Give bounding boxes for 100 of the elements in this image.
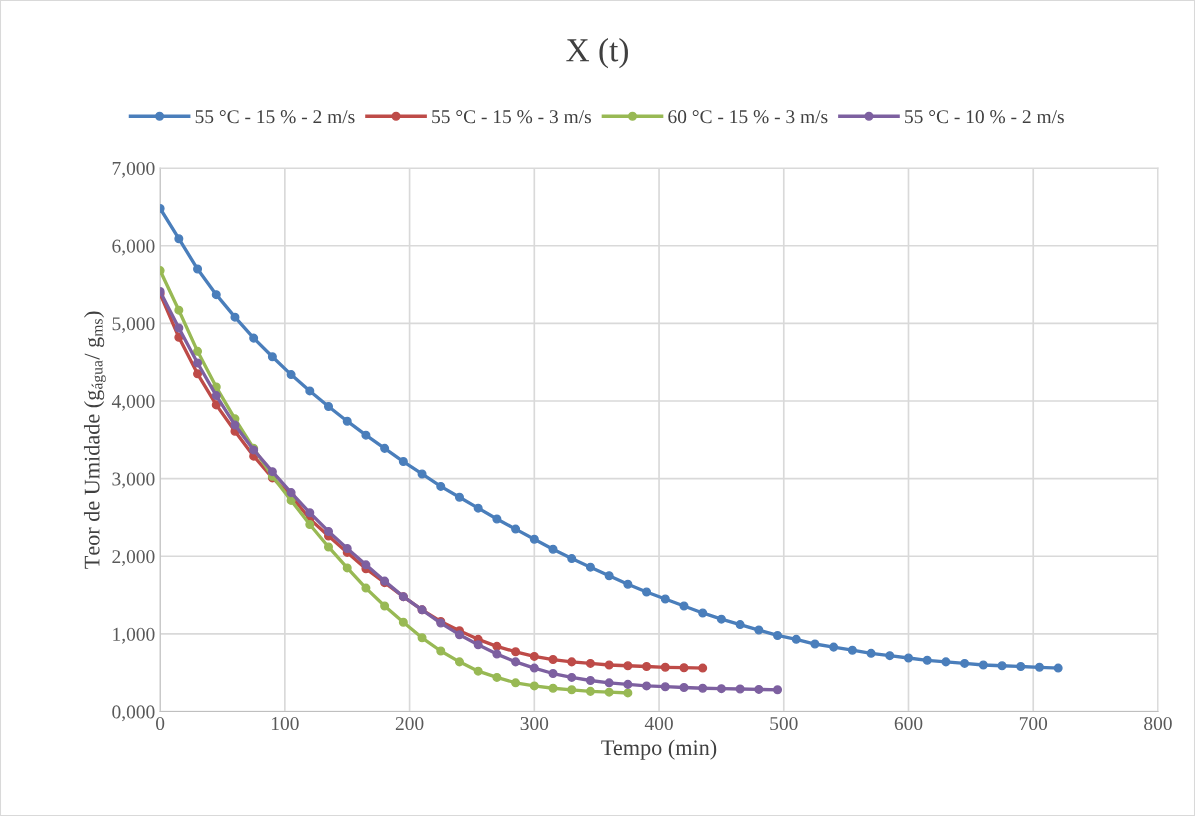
point — [492, 649, 502, 659]
point — [193, 264, 203, 274]
point — [567, 554, 577, 564]
y-tick-label: 0,000 — [112, 705, 155, 722]
point — [230, 420, 240, 430]
point — [511, 657, 521, 667]
point — [847, 645, 857, 655]
point — [342, 563, 352, 573]
x-tick-label: 300 — [520, 716, 549, 731]
x-tick-label: 600 — [894, 716, 923, 731]
point — [323, 401, 334, 411]
point — [454, 492, 464, 502]
y-tick-label: 7,000 — [112, 161, 155, 178]
point — [436, 646, 446, 656]
x-axis-title: Tempo (min) — [601, 739, 717, 760]
y-tick-label: 1,000 — [113, 627, 155, 644]
point — [305, 386, 315, 396]
point — [361, 583, 371, 593]
point — [997, 661, 1007, 671]
point — [511, 524, 521, 534]
point — [698, 608, 708, 618]
point — [735, 620, 745, 630]
y-tick-label: 6,000 — [112, 239, 155, 256]
x-tick-label: 700 — [1019, 716, 1048, 731]
point — [174, 234, 184, 244]
point — [417, 633, 427, 643]
point — [585, 675, 595, 686]
point — [380, 601, 390, 611]
point — [604, 678, 614, 688]
point — [754, 684, 764, 694]
point — [361, 560, 371, 570]
legend-label: 55 °C - 15 % - 3 m/s — [432, 110, 591, 124]
point — [922, 655, 932, 665]
point — [361, 430, 371, 440]
point — [567, 672, 577, 682]
point — [193, 346, 203, 356]
chart-title: X (t) — [566, 38, 628, 69]
point — [492, 514, 502, 524]
point — [267, 467, 277, 477]
point — [492, 641, 502, 651]
point — [174, 323, 184, 333]
point — [548, 544, 558, 554]
point — [567, 685, 577, 695]
point — [585, 562, 595, 572]
point — [679, 682, 689, 692]
point — [193, 358, 203, 368]
point — [492, 672, 502, 682]
point — [398, 457, 408, 467]
point — [548, 655, 558, 665]
point — [342, 416, 352, 426]
point — [511, 678, 521, 688]
point — [716, 614, 726, 624]
point — [548, 683, 558, 693]
point — [660, 662, 670, 672]
point — [829, 642, 839, 652]
point — [679, 601, 689, 611]
point — [1034, 662, 1044, 672]
point — [960, 658, 970, 668]
x-tick-label: 400 — [644, 716, 673, 731]
point — [529, 534, 539, 544]
point — [398, 617, 408, 627]
point — [417, 469, 427, 479]
point — [473, 640, 483, 650]
point — [211, 391, 221, 401]
point — [585, 686, 595, 696]
legend-label: 55 °C - 10 % - 2 m/s — [905, 110, 1064, 124]
point — [623, 688, 633, 698]
point — [473, 666, 483, 676]
point — [604, 571, 614, 581]
point — [735, 684, 745, 694]
y-axis-title: Teor de Umidade (g$_{água}$/ g$_{ms}$) — [83, 311, 106, 569]
point — [885, 651, 895, 661]
point — [604, 660, 614, 670]
point — [473, 503, 483, 513]
x-tick-label: 800 — [1144, 716, 1172, 731]
point — [267, 352, 277, 362]
point — [623, 679, 633, 689]
point — [642, 587, 652, 597]
point — [810, 639, 820, 649]
y-tick-label: 4,000 — [111, 394, 155, 411]
point — [903, 653, 914, 663]
point — [941, 657, 951, 667]
point — [323, 526, 334, 536]
point — [286, 370, 296, 380]
point — [754, 625, 764, 635]
point — [529, 681, 539, 691]
point — [660, 594, 670, 604]
point — [604, 687, 614, 697]
point — [454, 657, 464, 667]
legend-label: 55 °C - 15 % - 2 m/s — [195, 110, 355, 124]
x-tick-label: 100 — [271, 716, 299, 731]
x-tick-label: 200 — [395, 716, 424, 731]
point — [211, 400, 221, 410]
legend-label: 60 °C - 15 % - 3 m/s — [668, 110, 828, 124]
point — [454, 630, 464, 640]
y-tick-label: 2,000 — [112, 550, 155, 567]
point — [211, 290, 221, 300]
point — [698, 683, 708, 693]
point — [1053, 663, 1063, 673]
y-tick-label: 3,000 — [112, 472, 155, 489]
